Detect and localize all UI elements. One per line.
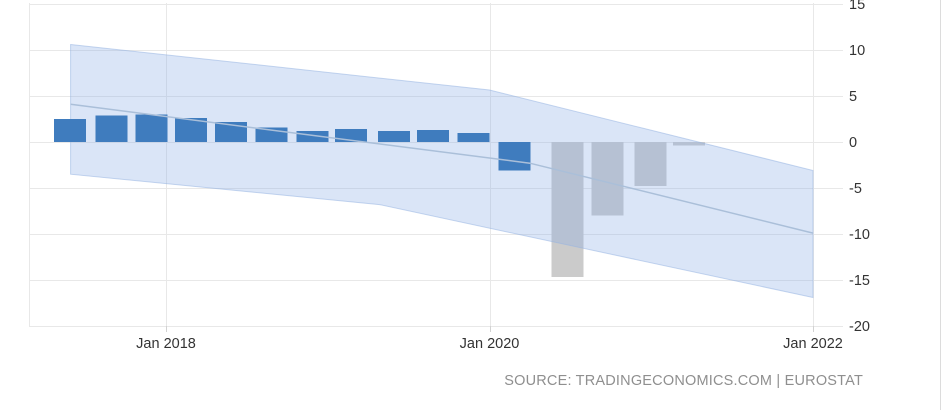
y-tick-label: -20 — [849, 319, 870, 335]
x-tick-label: Jan 2022 — [783, 336, 843, 352]
bar-actual[interactable] — [95, 115, 128, 142]
x-tick-label: Jan 2018 — [136, 336, 196, 352]
y-tick-label: 5 — [849, 89, 857, 105]
source-attribution: SOURCE: TRADINGECONOMICS.COM | EUROSTAT — [504, 373, 863, 389]
x-tick-label: Jan 2020 — [460, 336, 520, 352]
bar-actual[interactable] — [457, 132, 490, 142]
y-tick-label: -15 — [849, 273, 870, 289]
bar-actual[interactable] — [377, 131, 410, 142]
bar-actual[interactable] — [498, 142, 531, 171]
y-tick-label: 0 — [849, 135, 857, 151]
bar-forecast[interactable] — [591, 142, 624, 216]
trend-line — [70, 103, 814, 234]
y-tick-label: -10 — [849, 227, 870, 243]
bar-actual[interactable] — [174, 118, 207, 142]
y-tick-label: -5 — [849, 181, 862, 197]
bar-forecast[interactable] — [672, 142, 705, 146]
bar-actual[interactable] — [214, 121, 247, 142]
bar-actual[interactable] — [135, 114, 168, 142]
bar-forecast[interactable] — [634, 142, 667, 187]
bar-actual[interactable] — [53, 119, 86, 142]
forecast-band — [70, 43, 814, 299]
bar-actual[interactable] — [296, 131, 329, 142]
bar-forecast[interactable] — [551, 142, 584, 278]
y-tick-label: 15 — [849, 0, 865, 13]
bar-actual[interactable] — [416, 130, 449, 142]
y-tick-label: 10 — [849, 43, 865, 59]
